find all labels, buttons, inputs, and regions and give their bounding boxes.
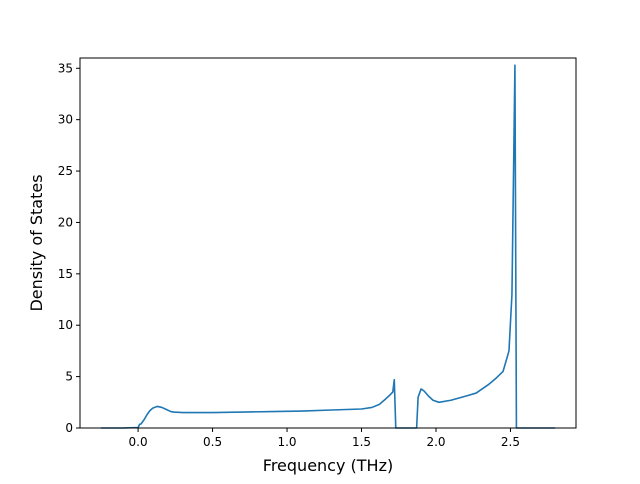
y-tick-label: 30	[58, 113, 73, 127]
plot-frame	[79, 57, 577, 429]
y-tick-label: 25	[58, 164, 73, 178]
y-tick-label: 35	[58, 61, 73, 75]
y-tick-label: 10	[58, 318, 73, 332]
y-axis-ticks: 0 5 10 15 20 25 30 35	[58, 61, 80, 435]
plot-area	[80, 58, 576, 428]
y-tick-label: 20	[58, 215, 73, 229]
x-tick-label: 2.5	[501, 435, 520, 449]
series-layer	[100, 64, 556, 429]
x-tick-label: 2.0	[426, 435, 445, 449]
x-tick-label: 0.0	[129, 435, 148, 449]
x-tick-label: 0.5	[203, 435, 222, 449]
y-tick-label: 15	[58, 267, 73, 281]
x-tick-label: 1.0	[277, 435, 296, 449]
x-tick-label: 1.5	[352, 435, 371, 449]
x-axis-label: Frequency (THz)	[263, 456, 393, 475]
y-tick-label: 0	[65, 421, 73, 435]
x-axis-ticks: 0.0 0.5 1.0 1.5 2.0 2.5	[129, 428, 520, 449]
series-line-0	[100, 64, 556, 429]
y-axis-label: Density of States	[27, 174, 46, 311]
y-tick-label: 5	[65, 370, 73, 384]
